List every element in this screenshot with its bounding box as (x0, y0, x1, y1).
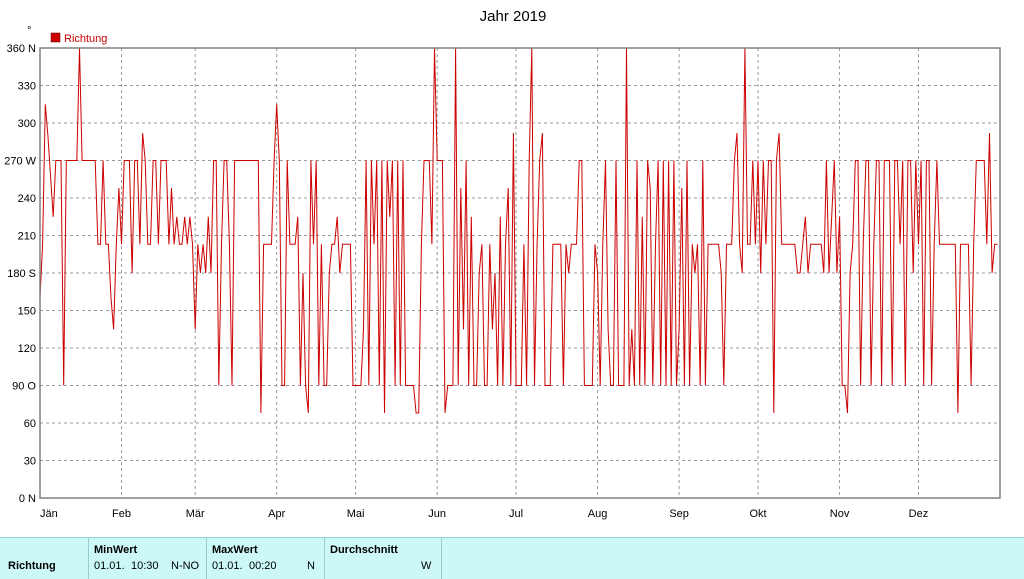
min-date: 01.01. (94, 560, 125, 572)
y-tick-label: 30 (24, 456, 36, 468)
legend-swatch (50, 32, 61, 43)
x-tick-label: Nov (830, 508, 850, 520)
x-tick-label: Jän (40, 508, 58, 520)
unit-label: ° (27, 25, 31, 37)
y-tick-label: 270 W (4, 156, 36, 168)
min-cell: MinWert 01.01. 10:30 N-NO (89, 538, 207, 579)
stats-label-cell: Richtung (0, 538, 89, 579)
x-tick-label: Jul (509, 508, 523, 520)
x-tick-label: Feb (112, 508, 131, 520)
max-direction: N (307, 560, 315, 572)
x-tick-label: Dez (909, 508, 929, 520)
min-header: MinWert (94, 544, 138, 556)
max-cell: MaxWert 01.01. 00:20 N (207, 538, 325, 579)
y-tick-label: 90 O (12, 381, 36, 393)
y-tick-label: 210 (18, 231, 36, 243)
x-tick-label: Sep (669, 508, 689, 520)
max-date: 01.01. (212, 560, 243, 572)
x-tick-label: Jun (428, 508, 446, 520)
avg-header: Durchschnitt (330, 544, 398, 556)
x-tick-label: Aug (588, 508, 608, 520)
direction-chart: Jahr 2019 ° Richtung 0 N 30 60 90 O 120 150 18… (4, 8, 1001, 520)
min-direction: N-NO (171, 560, 200, 572)
stats-row-label: Richtung (8, 560, 56, 572)
y-tick-label: 150 (18, 306, 36, 318)
avg-cell: Durchschnitt W (325, 538, 442, 579)
y-tick-label: 180 S (7, 268, 36, 280)
plot-frame (39, 47, 1001, 499)
y-tick-label: 0 N (19, 493, 36, 505)
x-tick-label: Okt (749, 508, 766, 520)
max-time: 00:20 (249, 560, 277, 572)
x-tick-label: Mai (347, 508, 365, 520)
y-tick-label: 360 N (7, 43, 36, 55)
x-tick-label: Mär (186, 508, 205, 520)
min-time: 10:30 (131, 560, 159, 572)
legend-label: Richtung (64, 33, 107, 45)
series-line-richtung (39, 47, 998, 414)
stats-panel: Richtung MinWert 01.01. 10:30 N-NO MaxWe… (0, 537, 1024, 579)
x-tick-label: Apr (268, 508, 285, 520)
y-tick-label: 330 (18, 81, 36, 93)
max-header: MaxWert (212, 544, 258, 556)
chart-title: Jahr 2019 (480, 8, 547, 25)
y-tick-label: 120 (18, 343, 36, 355)
y-tick-label: 60 (24, 418, 36, 430)
y-tick-label: 240 (18, 193, 36, 205)
avg-value: W (421, 560, 432, 572)
y-tick-label: 300 (18, 118, 36, 130)
